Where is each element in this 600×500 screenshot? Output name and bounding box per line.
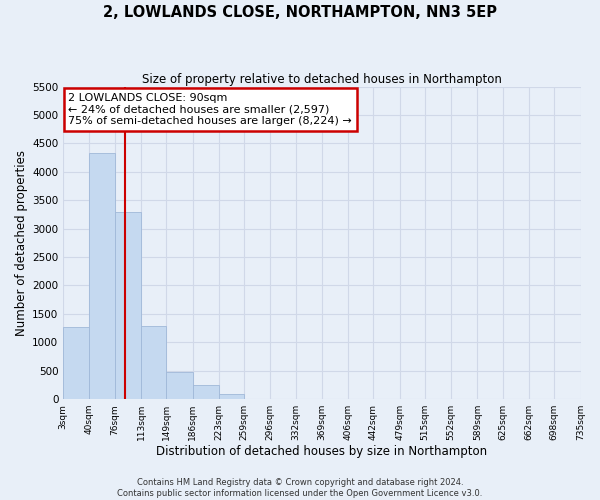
Bar [219, 394, 244, 399]
Bar [89, 152, 115, 399]
Bar [141, 326, 166, 399]
Bar [115, 212, 141, 399]
Text: Contains HM Land Registry data © Crown copyright and database right 2024.
Contai: Contains HM Land Registry data © Crown c… [118, 478, 482, 498]
Title: Size of property relative to detached houses in Northampton: Size of property relative to detached ho… [142, 72, 502, 86]
Text: 2, LOWLANDS CLOSE, NORTHAMPTON, NN3 5EP: 2, LOWLANDS CLOSE, NORTHAMPTON, NN3 5EP [103, 5, 497, 20]
X-axis label: Distribution of detached houses by size in Northampton: Distribution of detached houses by size … [157, 444, 487, 458]
Bar [166, 372, 193, 399]
Y-axis label: Number of detached properties: Number of detached properties [15, 150, 28, 336]
Text: 2 LOWLANDS CLOSE: 90sqm
← 24% of detached houses are smaller (2,597)
75% of semi: 2 LOWLANDS CLOSE: 90sqm ← 24% of detache… [68, 93, 352, 126]
Bar [193, 386, 219, 399]
Bar [63, 327, 89, 399]
